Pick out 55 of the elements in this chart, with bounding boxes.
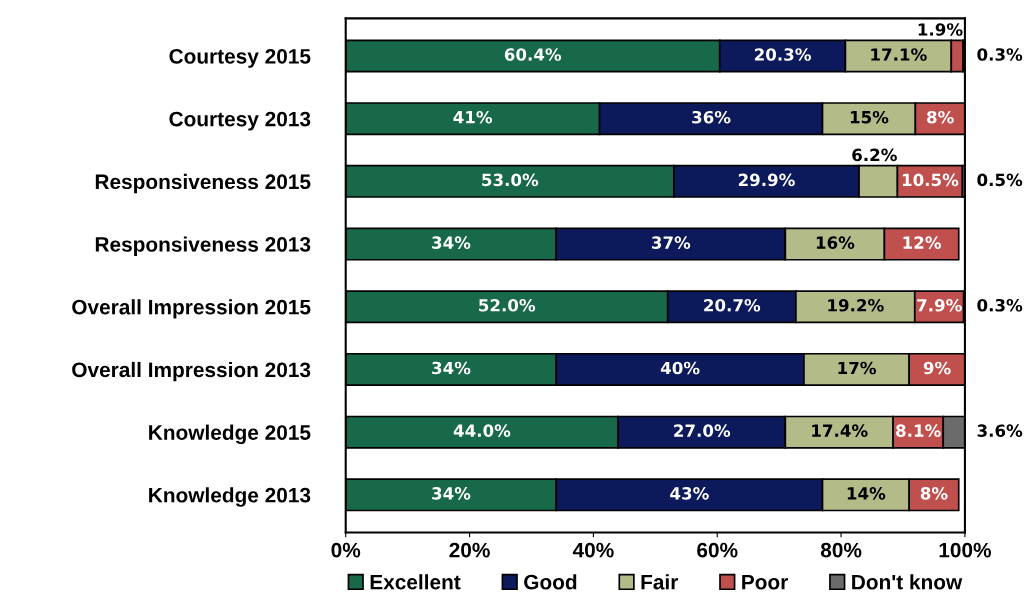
x-tick-label: 100%	[939, 542, 992, 558]
y-tick-label: Overall Impression 2013	[72, 361, 311, 382]
y-tick-label: Overall Impression 2015	[72, 299, 311, 319]
data-label: 41%	[453, 110, 493, 124]
x-tick-label: 60%	[697, 542, 738, 558]
data-label: 0.3%	[977, 48, 1023, 61]
data-label: 20.3%	[754, 48, 811, 61]
data-label: 10.5%	[902, 173, 959, 187]
y-tick-label: Responsiveness 2015	[95, 173, 311, 194]
data-label: 8%	[920, 487, 948, 500]
data-label: 8%	[927, 110, 954, 124]
data-label: 12%	[903, 236, 941, 249]
y-tick-label: Courtesy 2015	[169, 48, 311, 68]
data-label: 60.4%	[504, 48, 562, 61]
data-label: 0.3%	[977, 298, 1023, 312]
data-label: 6.2%	[852, 148, 897, 162]
data-label: 17.1%	[871, 48, 927, 61]
data-label: 34%	[432, 236, 471, 249]
data-label: 52.0%	[479, 298, 536, 312]
data-label: 20.7%	[704, 298, 761, 312]
legend-label: Excellent	[370, 574, 461, 590]
data-label: 0.5%	[977, 173, 1023, 187]
data-label: 36%	[692, 110, 731, 124]
x-tick-label: 40%	[572, 542, 614, 558]
data-label: 19.2%	[828, 298, 884, 312]
legend-label: Don't know	[852, 574, 963, 590]
data-label: 37%	[651, 236, 691, 249]
data-label: 40%	[660, 361, 700, 375]
legend-label: Good	[524, 574, 577, 590]
data-label: 34%	[432, 487, 471, 500]
y-tick-label: Responsiveness 2013	[95, 236, 311, 256]
data-label: 1.9%	[918, 23, 963, 36]
legend-label: Fair	[641, 574, 679, 590]
data-label: 15%	[850, 110, 889, 124]
legend-label: Poor	[742, 574, 788, 590]
data-label: 8.1%	[896, 424, 941, 437]
data-label: 17.4%	[812, 424, 868, 437]
data-label: 9%	[923, 361, 951, 375]
data-label: 17%	[838, 361, 876, 375]
y-tick-label: Courtesy 2013	[169, 111, 311, 131]
data-label: 29.9%	[738, 173, 795, 187]
data-label: 27.0%	[674, 424, 731, 437]
x-tick-label: 0%	[331, 542, 361, 558]
data-label: 34%	[432, 361, 471, 375]
data-label: 3.6%	[977, 424, 1023, 437]
data-label: 16%	[816, 236, 855, 249]
data-label: 53.0%	[482, 173, 539, 187]
y-tick-label: Knowledge 2015	[149, 424, 311, 445]
y-tick-label: Knowledge 2013	[149, 487, 311, 507]
x-tick-label: 20%	[449, 542, 490, 558]
data-label: 43%	[670, 487, 709, 500]
data-label: 44.0%	[453, 424, 511, 437]
data-label: 7.9%	[917, 298, 962, 312]
data-label: 14%	[847, 487, 886, 500]
x-tick-label: 80%	[820, 542, 862, 558]
